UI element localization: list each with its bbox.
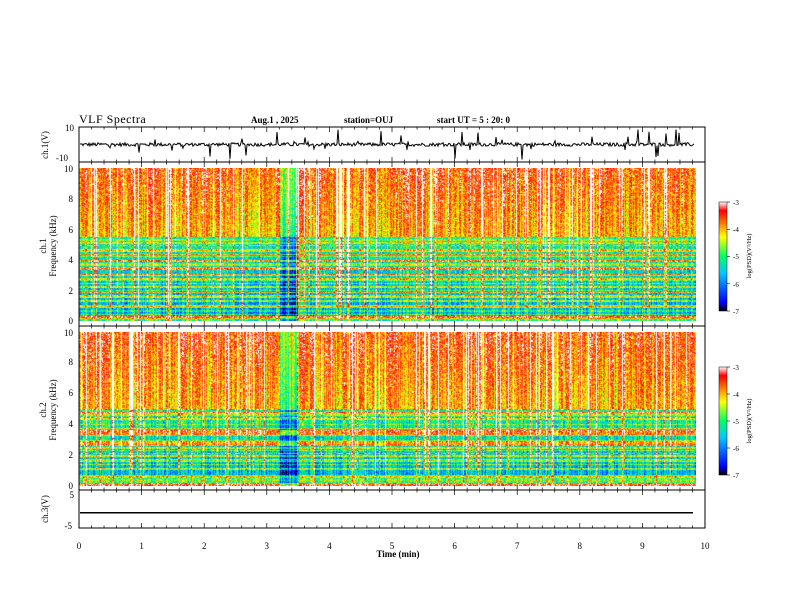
spec2-ytick-2: 2 — [69, 450, 74, 460]
ch3-frame — [78, 489, 706, 529]
spec1-ytick-0: 0 — [69, 316, 74, 326]
figure-title: VLF Spectra — [79, 112, 147, 126]
time-tick-label-10: 10 — [701, 541, 711, 551]
ch1-spectrogram-ticks — [78, 162, 706, 326]
cbar1-tick-m3: -3 — [733, 199, 739, 207]
time-tick-labels: 0 1 2 3 4 5 6 7 8 9 10 — [77, 541, 710, 551]
ch2-spectrogram-image — [79, 332, 696, 486]
cbar1-tick-m5: -5 — [733, 253, 739, 261]
cbar2-tick-m4: -4 — [733, 391, 739, 399]
date-label: Aug.1 , 2025 — [251, 115, 299, 125]
spec1-ytick-6: 6 — [69, 225, 74, 235]
time-tick-label-6: 6 — [452, 541, 457, 551]
time-tick-label-2: 2 — [202, 541, 207, 551]
spec2-ytick-6: 6 — [69, 388, 74, 398]
cbar2-tick-m3: -3 — [733, 364, 739, 372]
time-tick-label-1: 1 — [139, 541, 144, 551]
cbar2-label: log(PSD)(V²/Hz) — [746, 399, 753, 444]
spec1-ytick-4: 4 — [69, 255, 74, 265]
ch1-colorbar-gradient — [718, 201, 728, 312]
spec1-ytick-2: 2 — [69, 286, 74, 296]
ch3-waveform-panel: 5 -5 ch.3(V) — [40, 489, 706, 531]
spec2-ytick-4: 4 — [69, 419, 74, 429]
cbar1-tick-m7: -7 — [733, 308, 739, 316]
spec1-ytick-8: 8 — [69, 194, 74, 204]
spec1-ytick-10: 10 — [64, 164, 74, 174]
ch2-colorbar-gradient — [718, 366, 728, 476]
time-axis: 0 1 2 3 4 5 6 7 8 9 10 Time (min) — [77, 541, 710, 559]
ch1-colorbar-ticks — [727, 201, 730, 312]
ch2-spectrogram-yticks: 0 2 4 6 8 10 — [64, 328, 74, 491]
ch1-waveform-panel: 10 -10 ch.1(V) — [40, 123, 706, 163]
ch3-ylabel: ch.3(V) — [40, 495, 50, 523]
ch1-ylabel: ch.1(V) — [40, 131, 50, 159]
spec2-ytick-8: 8 — [69, 357, 74, 367]
time-tick-label-0: 0 — [77, 541, 82, 551]
spec1-ylabel-line2: Frequency (kHz) — [48, 215, 58, 276]
time-tick-label-9: 9 — [640, 541, 645, 551]
spec2-ylabel-line2: Frequency (kHz) — [48, 379, 58, 440]
ch2-spectrogram-ylabel: ch.2 Frequency (kHz) — [38, 379, 58, 440]
time-axis-label: Time (min) — [376, 549, 419, 559]
ch2-colorbar-ticks — [727, 366, 730, 476]
cbar1-label: log(PSD)(V²/Hz) — [746, 234, 753, 279]
ch1-spectrogram-ylabel: ch.1 Frequency (kHz) — [38, 215, 58, 276]
spec2-ytick-0: 0 — [69, 481, 74, 491]
cbar2-tick-m7: -7 — [733, 472, 739, 480]
ch1-ytick-bottom: -10 — [56, 153, 68, 163]
ch2-colorbar: -3 -4 -5 -6 -7 log(PSD)(V²/Hz) — [718, 364, 753, 480]
ch1-spectrogram-yticks: 0 2 4 6 8 10 — [64, 164, 74, 326]
spec2-ylabel-line1: ch.2 — [38, 402, 48, 417]
ch2-spectrogram-panel: 0 2 4 6 8 10 ch.2 Frequency (kHz) — [38, 325, 706, 491]
time-tick-label-3: 3 — [265, 541, 270, 551]
time-tick-label-7: 7 — [515, 541, 520, 551]
cbar2-tick-m5: -5 — [733, 418, 739, 426]
ch3-tick-marks — [78, 490, 706, 528]
time-tick-label-8: 8 — [578, 541, 583, 551]
cbar1-tick-m4: -4 — [733, 226, 739, 234]
ch1-ytick-top: 10 — [65, 123, 75, 133]
ch1-spectrogram-panel: 0 2 4 6 8 10 ch.1 Frequency (kHz) — [38, 161, 706, 327]
ch3-ytick-top: 5 — [70, 490, 75, 500]
ch1-waveform-line — [80, 129, 695, 160]
start-time-label: start UT = 5 : 20: 0 — [437, 115, 510, 125]
ch1-spectrogram-image — [79, 168, 696, 321]
cbar2-tick-m6: -6 — [733, 445, 739, 453]
time-tick-label-5: 5 — [390, 541, 395, 551]
spec2-ytick-10: 10 — [64, 328, 74, 338]
station-label: station=OUJ — [344, 115, 394, 125]
time-tick-label-4: 4 — [327, 541, 332, 551]
ch3-ytick-bottom: -5 — [65, 521, 73, 531]
spec1-ylabel-line1: ch.1 — [38, 238, 48, 253]
cbar1-tick-m6: -6 — [733, 281, 739, 289]
ch1-colorbar: -3 -4 -5 -6 -7 log(PSD)(V²/Hz) — [718, 199, 753, 316]
